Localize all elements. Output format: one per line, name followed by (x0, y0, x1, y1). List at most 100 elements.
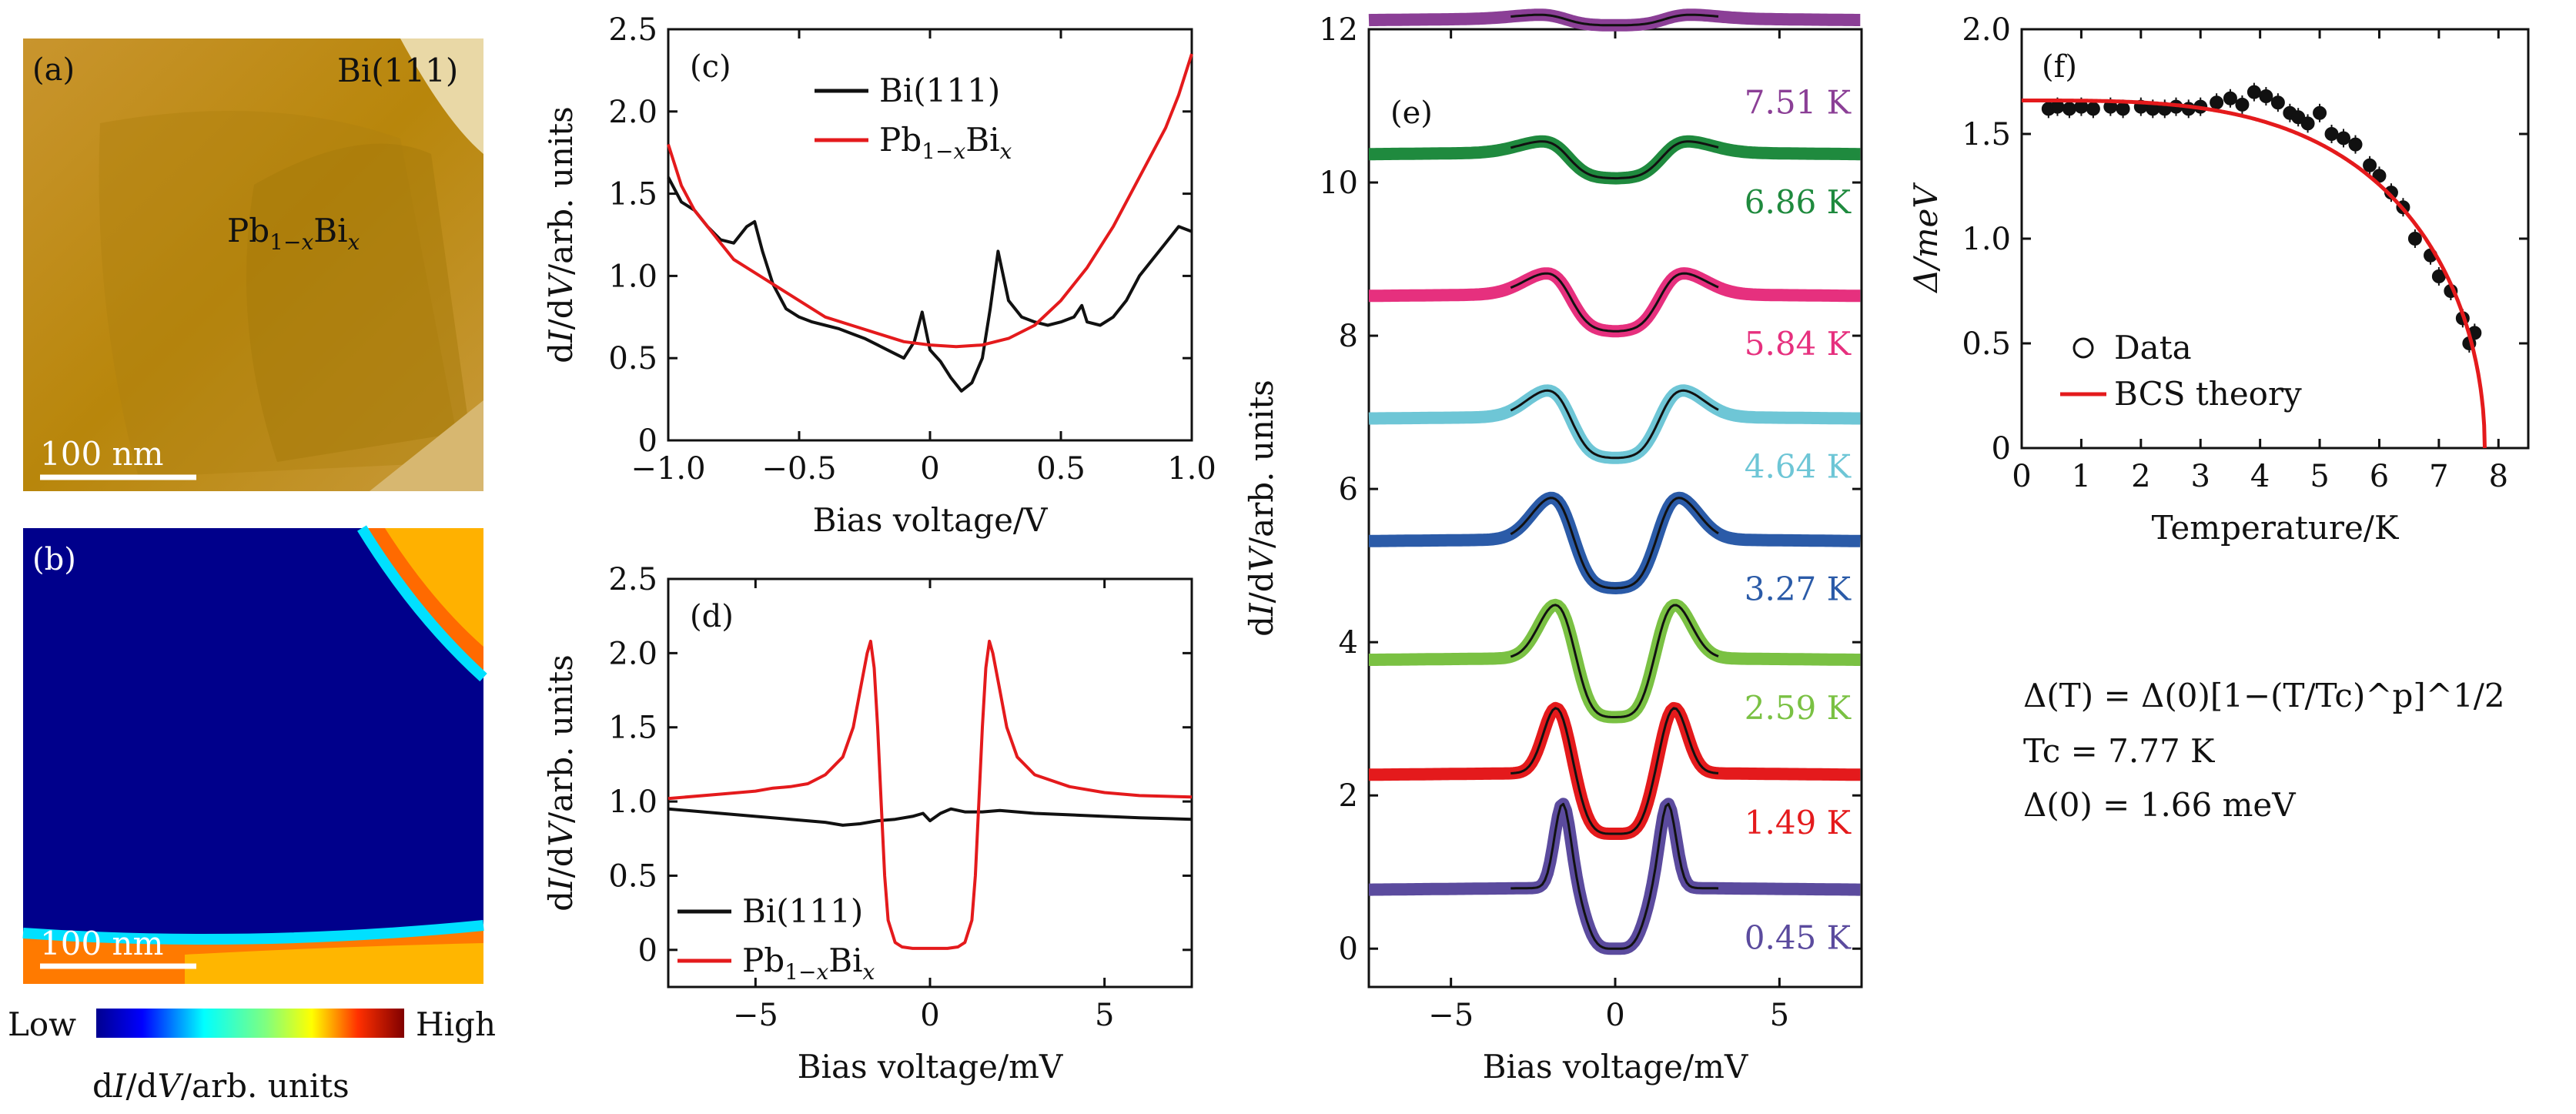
x-tick-label: 6 (2370, 459, 2389, 494)
spectrum-584K (1365, 267, 1864, 338)
y-axis-label: dI/dV/arb. units (542, 106, 580, 363)
y-tick-label: 1.5 (1962, 117, 2011, 152)
high-region-top-inner (385, 528, 483, 647)
x-tick-label: −1.0 (631, 451, 705, 487)
x-tick-label: −5 (733, 998, 778, 1033)
colorbar-low: Low (8, 1005, 76, 1043)
panel-letter-b: (b) (32, 542, 76, 577)
bcs-theory-line (2021, 99, 2487, 449)
x-axis-label: Bias voltage/V (813, 501, 1048, 539)
y-axis-label: dI/dV/arb. units (542, 654, 580, 912)
y-tick-label: 2.0 (608, 636, 657, 671)
x-tick-label: 1 (2072, 459, 2091, 494)
data-point (2337, 131, 2351, 146)
y-tick-label: 0 (638, 933, 657, 968)
series-line-bi111 (667, 176, 1193, 393)
legend-label: Bi(111) (879, 72, 1000, 109)
y-tick-label: 8 (1339, 319, 1358, 354)
panel-letter-e: (e) (1390, 95, 1433, 131)
data-point (2235, 97, 2250, 112)
legend-marker (2073, 337, 2094, 359)
bcs-formula: Δ(T) = Δ(0)[1−(T/Tc)^p]^1/2 Tc = 7.77 K … (2023, 677, 2505, 824)
y-tick-label: 2 (1339, 778, 1358, 814)
data-point (2259, 89, 2273, 104)
y-axis-label: Δ/meV (1907, 182, 1945, 294)
x-tick-label: 4 (2250, 459, 2270, 494)
fit-line (1510, 497, 1719, 590)
series-line-bi111 (667, 807, 1193, 827)
x-axis-label: Bias voltage/mV (1483, 1048, 1748, 1086)
y-tick-label: 0.5 (1962, 326, 2011, 362)
data-point (2313, 105, 2327, 120)
data-point (2210, 95, 2224, 110)
y-tick-label: 12 (1319, 12, 1358, 48)
chart-e: −5 0 5 0 2 4 6 8 10 12 (e) Bias voltage/mV dI/dV/arb… (1243, 8, 1864, 1086)
y-tick-label: 0 (1339, 932, 1358, 967)
fit-line (1510, 140, 1719, 180)
data-point (2270, 95, 2285, 110)
data-point (2348, 137, 2363, 152)
temperature-label: 6.86 K (1745, 183, 1852, 221)
x-tick-label: 5 (1095, 998, 1114, 1033)
fit-line (1510, 802, 1719, 950)
x-tick-label: −0.5 (761, 451, 836, 487)
map-image (23, 528, 483, 984)
fit-line (1510, 272, 1719, 333)
y-tick-label: 4 (1339, 625, 1358, 661)
chart-c: −1.0 −0.5 0 0.5 1.0 0 0.5 1.0 1.5 2.0 2.5 (c) Bias v… (542, 12, 1216, 539)
y-tick-label: 0.5 (608, 341, 657, 376)
y-tick-label: 0 (638, 423, 657, 459)
boundary-bottom (22, 920, 484, 945)
colorbar-high: High (416, 1005, 496, 1043)
data-point (2324, 127, 2339, 141)
chart-f: 0 1 2 3 4 5 6 7 8 0 0.5 1.0 1.5 2.0 (f) Temperature/K Δ/… (1907, 12, 2530, 547)
fit-line (1510, 389, 1719, 460)
label-bi111: Bi(111) (337, 52, 458, 89)
y-tick-label: 1.0 (608, 259, 657, 294)
x-tick-label: 5 (2310, 459, 2329, 494)
y-tick-label: 1.5 (608, 177, 657, 212)
data-point (2363, 158, 2377, 172)
data-point (2116, 102, 2130, 116)
data-point (2223, 91, 2237, 105)
data-point (2246, 85, 2261, 99)
formula-text: Δ(T) = Δ(0)[1−(T/Tc)^p]^1/2 (2023, 677, 2505, 714)
panel-letter-c: (c) (690, 49, 731, 85)
panel-a-topography: (a) Bi(111) Pb1−xBix 100 nm (23, 38, 483, 491)
y-tick-label: 1.0 (608, 784, 657, 820)
y-tick-label: 2.5 (608, 12, 657, 48)
temperature-label: 5.84 K (1745, 325, 1852, 363)
y-tick-label: 6 (1339, 472, 1358, 507)
x-tick-label: 0 (1605, 998, 1624, 1033)
colorbar-label: dI/dV/arb. units (92, 1067, 350, 1105)
data-point (2372, 169, 2387, 183)
x-tick-label: 8 (2489, 459, 2508, 494)
x-axis-label: Bias voltage/mV (798, 1048, 1063, 1086)
fit-line (1510, 604, 1719, 718)
panel-letter-a: (a) (32, 52, 75, 88)
legend-label: Pb1−xBix (879, 121, 1012, 164)
y-tick-label: 0.5 (608, 858, 657, 894)
legend-label: Pb1−xBix (742, 942, 875, 985)
data-point (2291, 110, 2306, 125)
temperature-label: 3.27 K (1745, 570, 1852, 608)
x-tick-label: 0.5 (1036, 451, 1086, 487)
y-axis-label: dI/dV/arb. units (1243, 380, 1280, 637)
terrace-edge (370, 400, 483, 491)
temperature-label: 0.45 K (1745, 918, 1852, 956)
x-tick-label: 0 (920, 451, 939, 487)
legend-label: BCS theory (2114, 375, 2302, 413)
x-axis-label: Temperature/K (2152, 509, 2400, 547)
terrace-region (246, 143, 470, 462)
fit-line (1510, 13, 1719, 27)
data-point (2300, 116, 2315, 131)
chart-d: −5 0 5 0 0.5 1.0 1.5 2.0 2.5 (d) Bias voltage/mV dI… (542, 562, 1193, 1086)
boundary-top (357, 525, 487, 682)
x-tick-label: 1.0 (1167, 451, 1216, 487)
y-tick-label: 1.0 (1962, 222, 2011, 257)
tc-text: Tc = 7.77 K (2023, 732, 2216, 770)
x-tick-label: 0 (2012, 459, 2031, 494)
legend-label: Bi(111) (742, 892, 863, 930)
temperature-label: 7.51 K (1745, 84, 1852, 122)
